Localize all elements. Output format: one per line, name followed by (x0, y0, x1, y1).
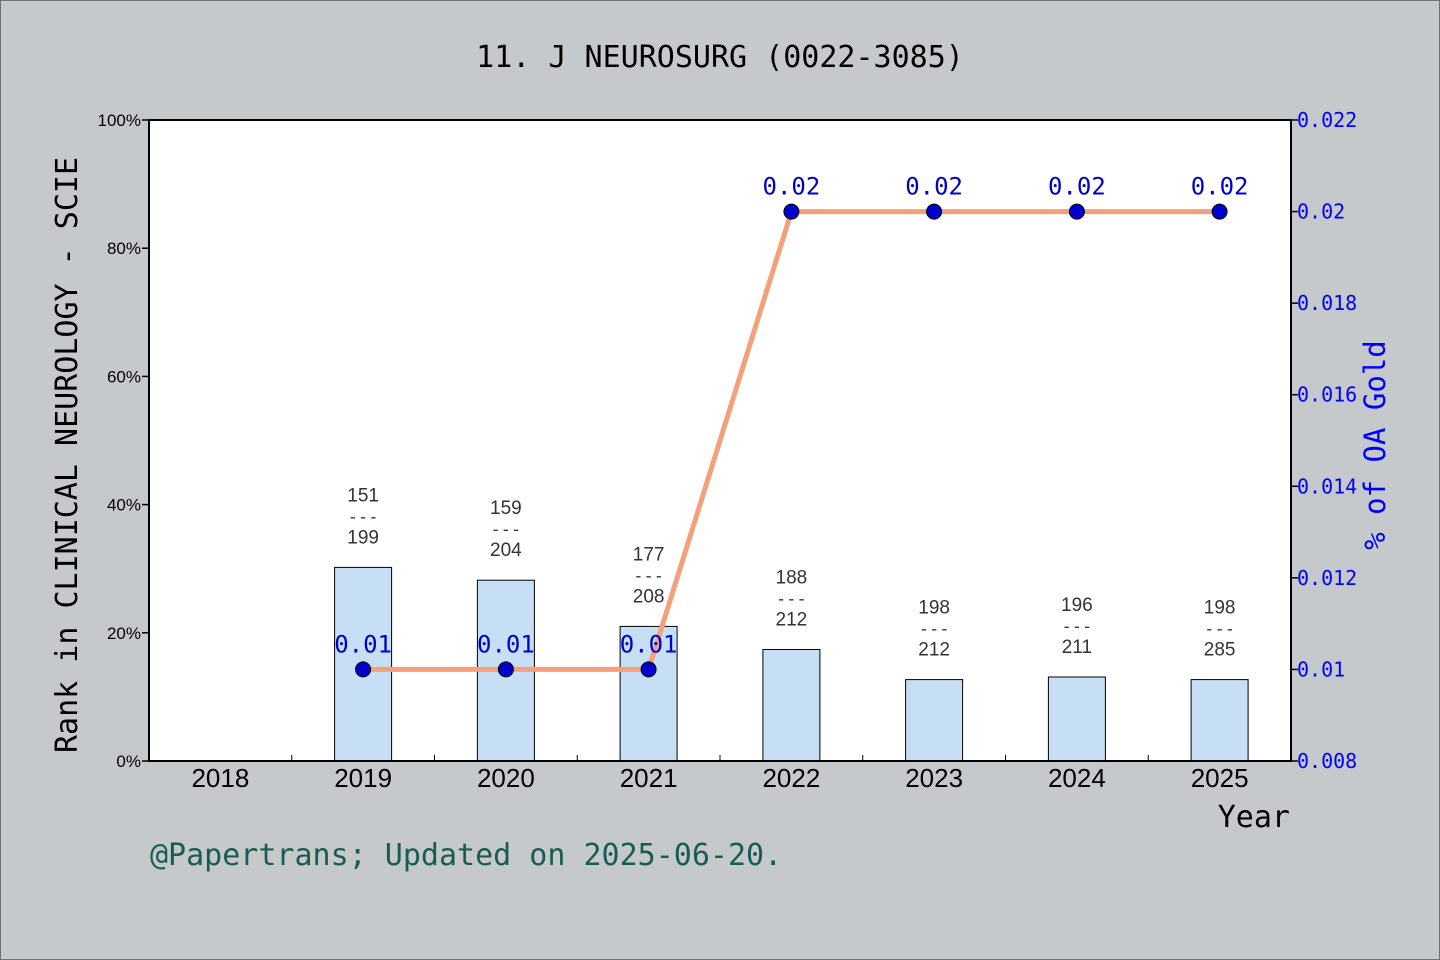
point-labels-layer: 0.01 0.01 0.01 0.02 0.02 0.02 0.02 (334, 173, 1248, 659)
oa-gold-point-2021 (640, 661, 657, 678)
oa-gold-point-label-2025: 0.02 (1191, 173, 1249, 201)
right-tick-label-4: 0.016 (1297, 383, 1357, 407)
bar-rank-label-2021: 177 (633, 544, 665, 565)
bar-total-label-2025: 285 (1204, 640, 1236, 661)
bar-rank-label-2022: 188 (776, 567, 808, 588)
oa-gold-point-label-2020: 0.01 (477, 630, 535, 658)
right-tick-label-2: 0.012 (1297, 566, 1357, 590)
y-axis-label-right: % of OA Gold (1358, 340, 1392, 550)
left-tick-label-20: 20% (107, 624, 141, 643)
left-tick-label-0: 0% (116, 752, 141, 771)
oa-gold-point-label-2024: 0.02 (1048, 173, 1106, 201)
bar-2021 (619, 625, 678, 762)
x-tick-label-2023: 2023 (905, 763, 963, 793)
bar-total-label-2023: 212 (918, 640, 950, 661)
right-tick-label-7: 0.022 (1297, 108, 1357, 132)
oa-gold-point-label-2021: 0.01 (620, 630, 678, 658)
right-tick-label-0: 0.008 (1297, 749, 1357, 773)
bar-2023 (905, 679, 964, 762)
oa-gold-point-2025 (1211, 203, 1228, 220)
right-tick-label-5: 0.018 (1297, 291, 1357, 315)
bar-total-label-2020: 204 (490, 540, 522, 561)
line-layer (355, 203, 1228, 678)
right-tick-label-6: 0.02 (1297, 200, 1345, 224)
left-tick-label-80: 80% (107, 239, 141, 258)
left-tick-label-60: 60% (107, 367, 141, 386)
x-tick-label-2025: 2025 (1191, 763, 1249, 793)
oa-gold-point-2020 (497, 661, 514, 678)
x-tick-label-2024: 2024 (1048, 763, 1106, 793)
oa-gold-point-2023 (926, 203, 943, 220)
bar-rank-label-2025: 198 (1204, 598, 1236, 619)
bar-total-label-2022: 212 (776, 609, 808, 630)
x-axis-label: Year (1218, 800, 1290, 835)
right-tick-label-3: 0.014 (1297, 474, 1357, 498)
left-axis: 0% 20% 40% 60% 80% 100% (98, 111, 149, 771)
bar-divider-label-2024: --- (1062, 617, 1093, 637)
left-tick-label-100: 100% (98, 111, 141, 130)
right-axis: 0.008 0.01 0.012 0.014 0.016 0.018 0.02 0.022 (1291, 108, 1357, 773)
bar-divider-label-2022: --- (776, 589, 807, 609)
bar-2022 (762, 649, 821, 762)
bar-divider-label-2020: --- (491, 520, 522, 540)
oa-gold-point-label-2022: 0.02 (763, 173, 821, 201)
bar-divider-label-2023: --- (919, 620, 950, 640)
chart-title: 11. J NEUROSURG (0022-3085) (476, 40, 964, 75)
bar-rank-label-2023: 198 (918, 598, 950, 619)
oa-gold-point-2019 (355, 661, 372, 678)
bar-2024 (1047, 676, 1106, 762)
bar-total-label-2024: 211 (1062, 637, 1092, 658)
y-axis-label-left: Rank in CLINICAL NEUROLOGY - SCIE (50, 157, 85, 753)
footer-credit: @Papertrans; Updated on 2025-06-20. (150, 838, 782, 873)
bar-divider-label-2021: --- (633, 566, 664, 586)
x-tick-label-2021: 2021 (620, 763, 678, 793)
oa-gold-point-2024 (1068, 203, 1085, 220)
oa-gold-point-2022 (783, 203, 800, 220)
bar-rank-label-2020: 159 (490, 498, 522, 519)
x-tick-label-2018: 2018 (191, 763, 249, 793)
x-axis: 2018 2019 2020 2021 2022 2023 2024 2025 (191, 755, 1249, 793)
oa-gold-point-label-2019: 0.01 (334, 630, 392, 658)
bar-total-label-2021: 208 (633, 586, 665, 607)
bar-divider-label-2025: --- (1204, 620, 1235, 640)
bar-rank-label-2019: 151 (347, 485, 379, 506)
bar-rank-label-2024: 196 (1061, 595, 1093, 616)
x-tick-label-2020: 2020 (477, 763, 535, 793)
x-tick-label-2019: 2019 (334, 763, 392, 793)
bar-2025 (1190, 679, 1249, 762)
left-tick-label-40: 40% (107, 496, 141, 515)
right-tick-label-1: 0.01 (1297, 657, 1345, 681)
bar-total-label-2019: 199 (347, 527, 379, 548)
oa-gold-point-label-2023: 0.02 (905, 173, 963, 201)
bar-divider-label-2019: --- (348, 507, 379, 527)
x-tick-label-2022: 2022 (762, 763, 820, 793)
